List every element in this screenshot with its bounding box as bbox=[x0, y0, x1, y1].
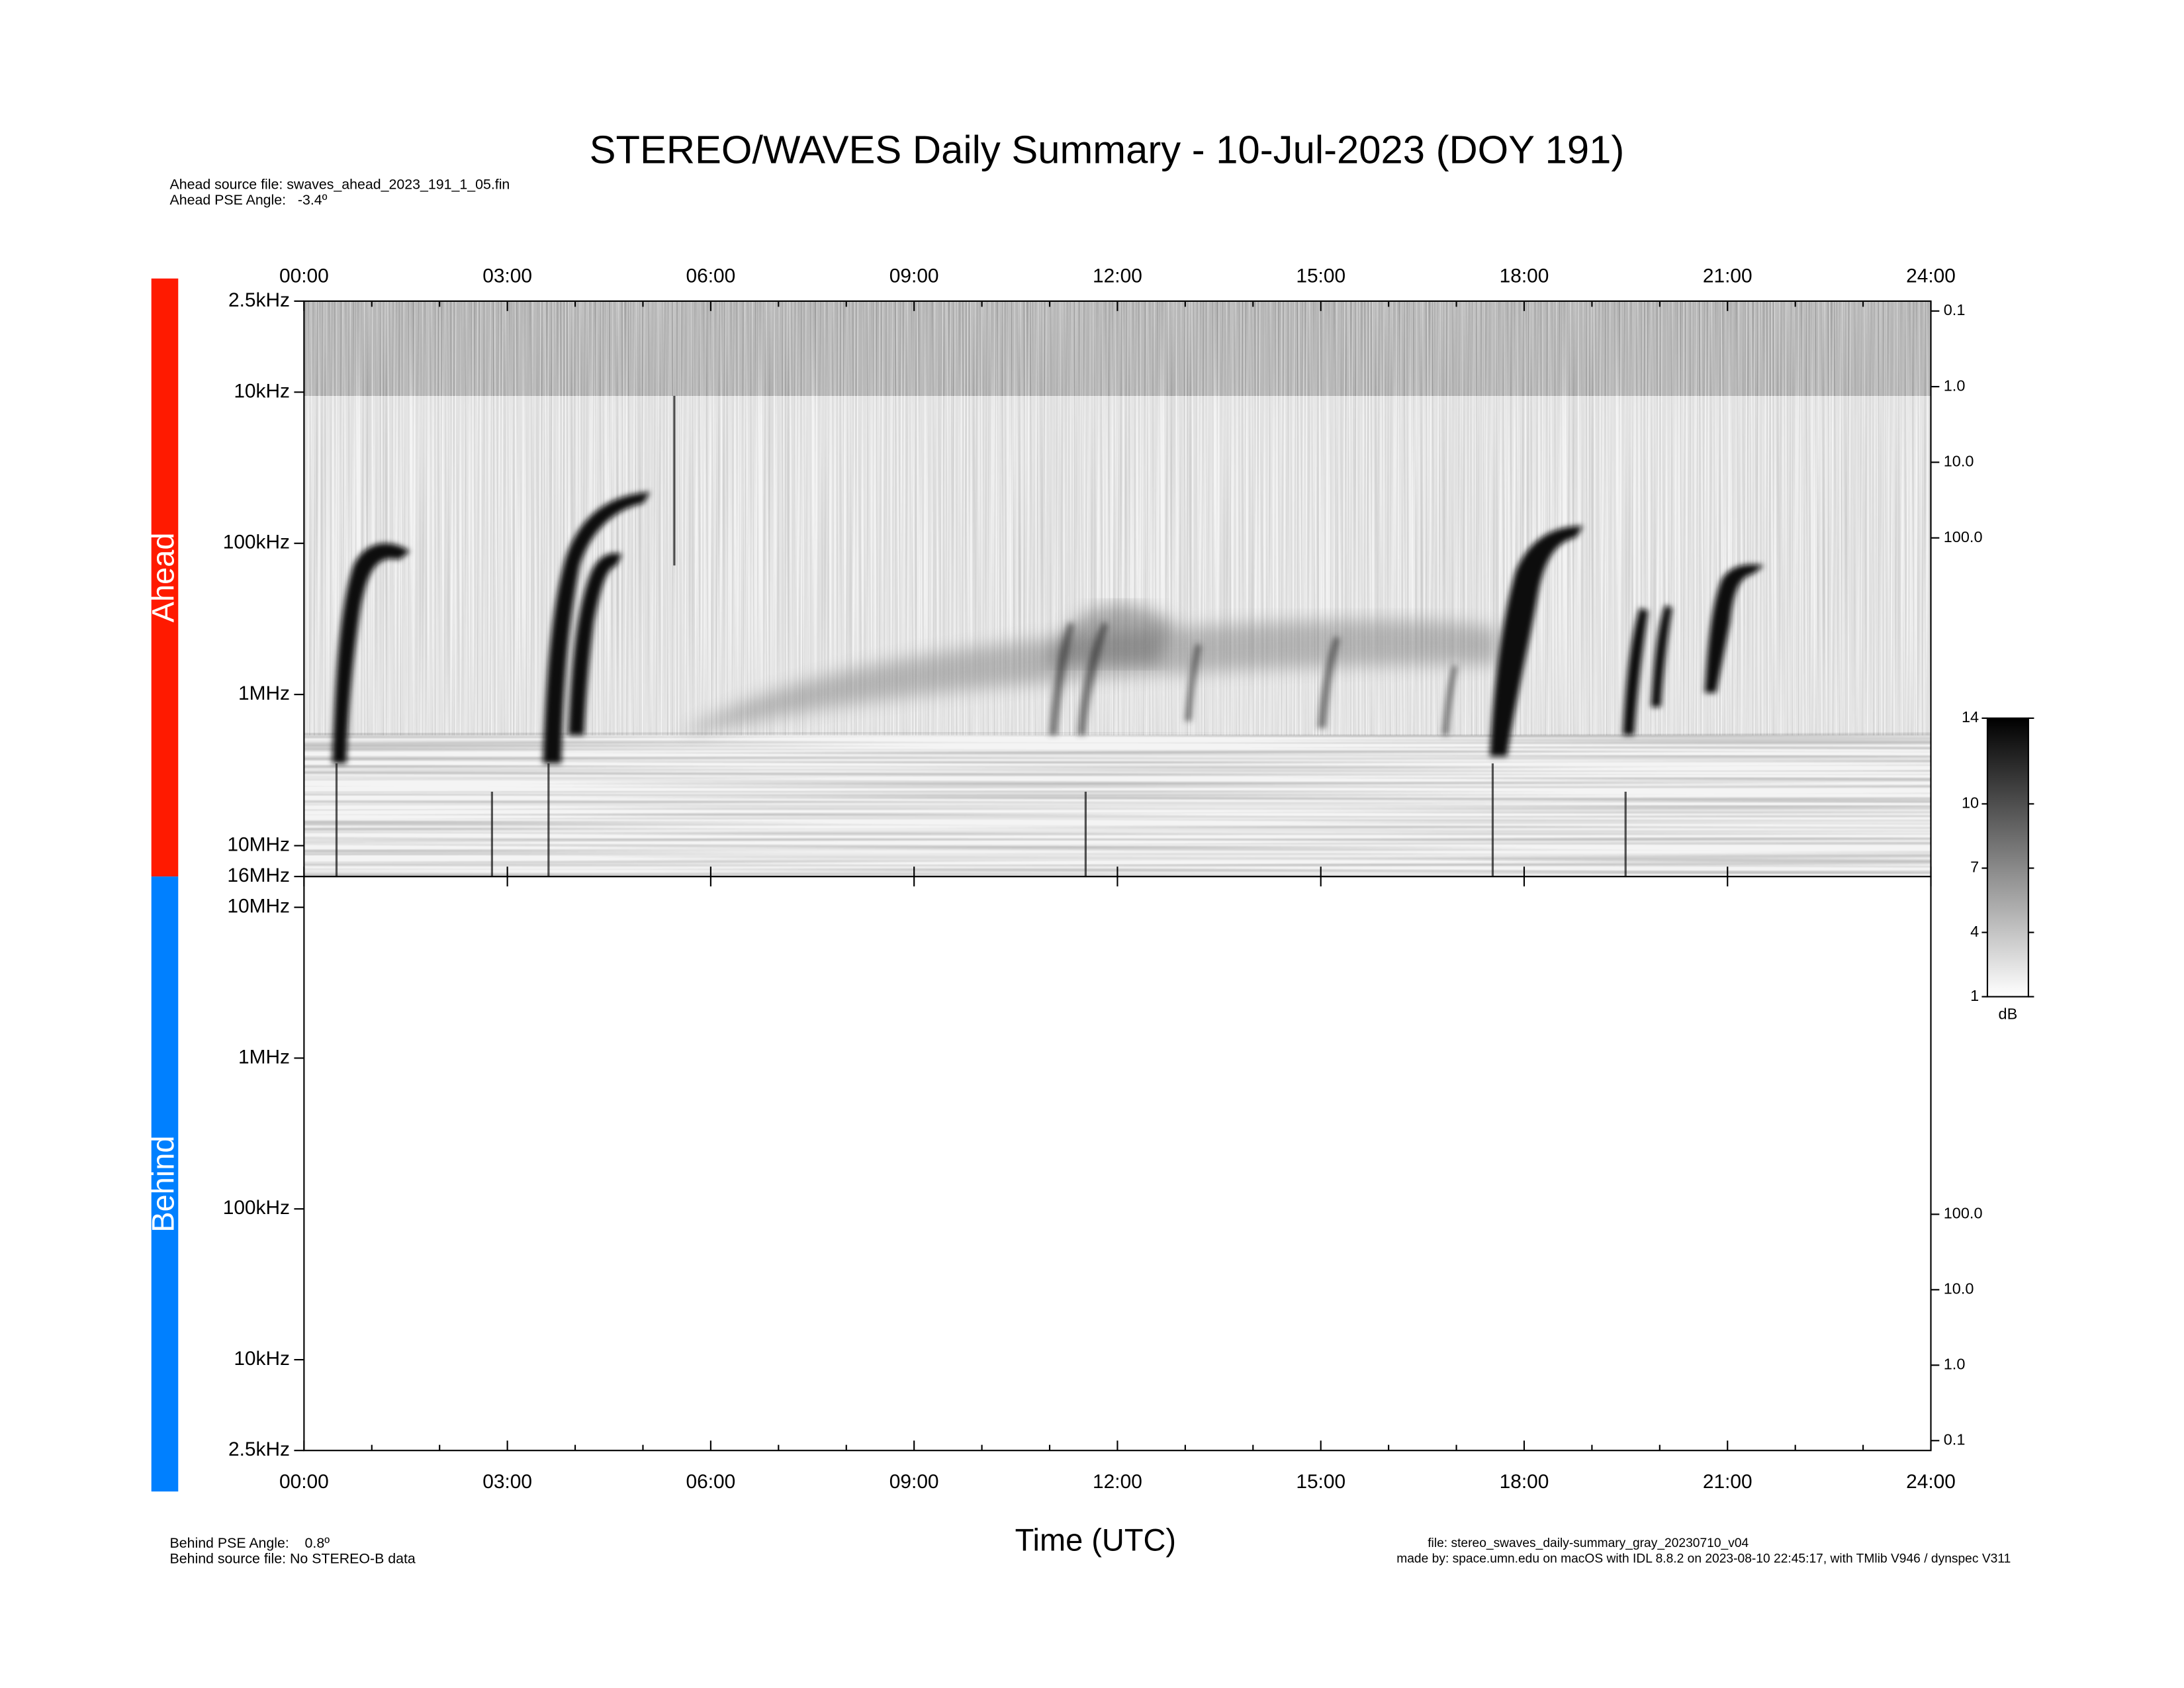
interference-lines bbox=[335, 395, 1627, 877]
x-tick-label: 06:00 bbox=[686, 265, 736, 287]
y2-tick-label: 10.0 bbox=[1944, 453, 1974, 470]
burst bbox=[1317, 636, 1340, 728]
y2-tick-label: 100.0 bbox=[1944, 528, 1983, 545]
x-tick-label: 18:00 bbox=[1500, 1471, 1549, 1493]
source-note: Ahead source file: swaves_ahead_2023_191… bbox=[169, 176, 510, 192]
x-tick-label: 21:00 bbox=[1703, 1471, 1752, 1493]
pse-note: Ahead PSE Angle: -3.4º bbox=[169, 192, 327, 208]
panel-label: Ahead bbox=[145, 533, 180, 623]
noise-texture bbox=[304, 301, 1931, 396]
y2-tick-label: 100.0 bbox=[1944, 1205, 1983, 1222]
burst bbox=[1651, 605, 1672, 707]
x-tick-label: 24:00 bbox=[1906, 1471, 1956, 1493]
y-tick-label: 10MHz bbox=[227, 896, 290, 917]
y2-tick-label: 1.0 bbox=[1944, 1356, 1966, 1373]
burst bbox=[543, 492, 651, 764]
burst bbox=[1077, 622, 1109, 735]
y-tick-label: 10kHz bbox=[234, 380, 290, 402]
panel-bar bbox=[151, 278, 179, 877]
panel-label: Behind bbox=[145, 1136, 180, 1233]
chart-title: STEREO/WAVES Daily Summary - 10-Jul-2023… bbox=[590, 127, 1625, 171]
x-tick-label: 24:00 bbox=[1906, 265, 1956, 287]
plot-frame bbox=[303, 876, 1932, 1452]
x-tick-label: 06:00 bbox=[686, 1471, 736, 1493]
y-tick-label: 1MHz bbox=[238, 1046, 290, 1068]
x-tick-label: 18:00 bbox=[1500, 265, 1549, 287]
x-axis-label: Time (UTC) bbox=[1015, 1522, 1177, 1557]
colorbar-tick-label: 1 bbox=[1970, 987, 1979, 1004]
y-tick-label: 1MHz bbox=[238, 682, 290, 704]
colorbar-tick-label: 14 bbox=[1962, 708, 1979, 726]
diffuse-emission bbox=[1046, 604, 1173, 665]
y2-tick-label: 1.0 bbox=[1944, 377, 1966, 394]
y-tick-label: 100kHz bbox=[223, 1197, 290, 1219]
y2-tick-label: 0.1 bbox=[1944, 1431, 1966, 1448]
x-tick-label: 09:00 bbox=[889, 1471, 939, 1493]
panel-bar bbox=[151, 876, 179, 1492]
burst bbox=[1490, 526, 1584, 757]
file-note: file: stereo_swaves_daily-summary_gray_2… bbox=[1428, 1536, 1749, 1550]
burst bbox=[332, 543, 410, 764]
y-tick-label: 2.5kHz bbox=[228, 289, 290, 311]
x-tick-label: 12:00 bbox=[1093, 1471, 1142, 1493]
source-note: Behind source file: No STEREO-B data bbox=[169, 1550, 415, 1566]
colorbar bbox=[1986, 717, 2029, 998]
y-tick-label: 100kHz bbox=[223, 532, 290, 553]
colorbar-tick-label: 10 bbox=[1962, 794, 1979, 812]
x-tick-label: 00:00 bbox=[279, 1471, 329, 1493]
y2-tick-label: 0.1 bbox=[1944, 301, 1966, 318]
colorbar-label: dB bbox=[1999, 1006, 2018, 1023]
band-texture bbox=[304, 732, 1931, 877]
x-tick-label: 03:00 bbox=[482, 1471, 532, 1493]
y-tick-label: 10MHz bbox=[227, 833, 290, 855]
x-tick-label: 09:00 bbox=[889, 265, 939, 287]
burst bbox=[1622, 608, 1649, 735]
x-tick-label: 15:00 bbox=[1296, 265, 1345, 287]
x-tick-label: 03:00 bbox=[482, 265, 532, 287]
colorbar-tick-label: 7 bbox=[1970, 859, 1979, 876]
radio-bursts bbox=[332, 492, 1764, 764]
y-tick-label: 16MHz bbox=[227, 865, 290, 886]
y2-tick-label: 10.0 bbox=[1944, 1280, 1974, 1297]
x-tick-label: 15:00 bbox=[1296, 1471, 1345, 1493]
spectrogram-image bbox=[304, 301, 1931, 877]
y-tick-label: 2.5kHz bbox=[228, 1438, 290, 1460]
burst bbox=[1184, 643, 1202, 722]
x-tick-label: 12:00 bbox=[1093, 265, 1142, 287]
burst bbox=[1048, 622, 1075, 735]
burst bbox=[1441, 664, 1458, 735]
burst bbox=[568, 553, 622, 735]
credit-note: made by: space.umn.edu on macOS with IDL… bbox=[1396, 1552, 2011, 1566]
x-tick-label: 00:00 bbox=[279, 265, 329, 287]
burst bbox=[1704, 564, 1764, 693]
weak-bursts bbox=[1048, 622, 1458, 735]
colorbar-tick-label: 4 bbox=[1970, 923, 1979, 940]
y-tick-label: 10kHz bbox=[234, 1348, 290, 1370]
x-tick-label: 21:00 bbox=[1703, 265, 1752, 287]
pse-note: Behind PSE Angle: 0.8º bbox=[169, 1535, 330, 1551]
